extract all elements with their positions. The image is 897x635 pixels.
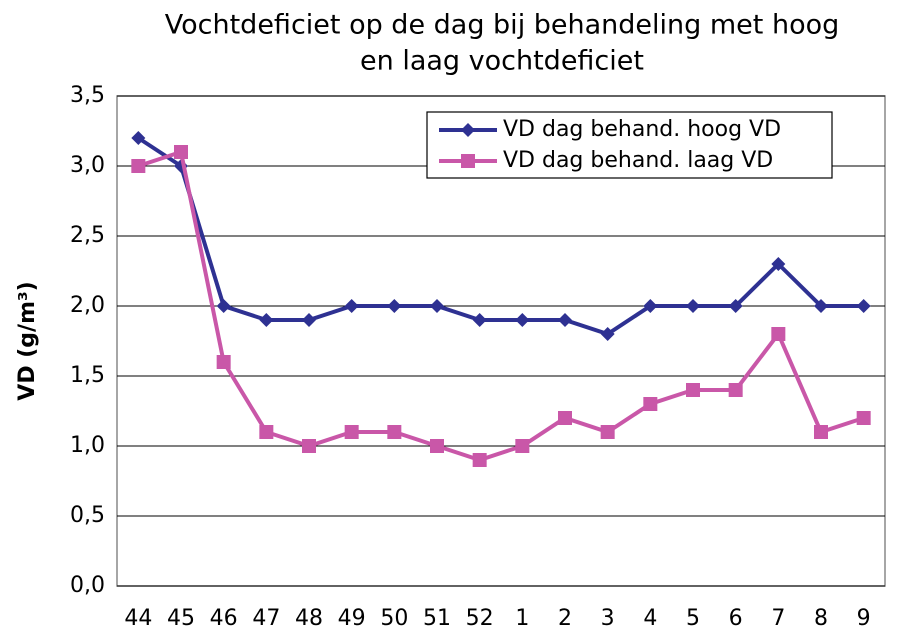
point <box>728 383 743 397</box>
chart-title: en laag vochtdeficiet <box>360 46 644 77</box>
point <box>131 131 146 145</box>
point <box>515 439 530 453</box>
point <box>771 327 786 341</box>
x-tick-label: 2 <box>558 606 572 631</box>
y-tick-label: 2,5 <box>70 223 105 248</box>
point <box>387 425 402 439</box>
x-tick-label: 8 <box>814 606 828 631</box>
chart-title: Vochtdeficiet op de dag bij behandeling … <box>165 10 840 41</box>
x-tick-label: 49 <box>338 606 366 631</box>
legend-marker <box>461 123 475 137</box>
y-tick-label: 2,0 <box>70 293 105 318</box>
legend-label: VD dag behand. hoog VD <box>503 117 781 142</box>
point <box>856 299 871 313</box>
x-tick-label: 52 <box>466 606 494 631</box>
x-tick-label: 5 <box>686 606 700 631</box>
x-tick-label: 44 <box>124 606 152 631</box>
x-tick-label: 6 <box>729 606 743 631</box>
point <box>430 439 444 453</box>
x-tick-label: 51 <box>423 606 451 631</box>
x-tick-label: 4 <box>643 606 657 631</box>
point <box>131 159 146 173</box>
y-tick-label: 1,0 <box>70 433 105 458</box>
series-line <box>137 136 864 337</box>
y-axis-label: VD (g/m³) <box>15 281 40 400</box>
point <box>259 425 274 439</box>
x-tick-label: 9 <box>857 606 871 631</box>
x-tick-label: 47 <box>252 606 280 631</box>
point <box>216 299 231 313</box>
x-tick-label: 48 <box>295 606 323 631</box>
point <box>643 299 658 313</box>
point <box>216 355 231 369</box>
x-tick-label: 46 <box>210 606 238 631</box>
point <box>558 411 572 425</box>
x-tick-label: 45 <box>167 606 195 631</box>
point <box>472 313 487 327</box>
point <box>515 313 530 327</box>
x-tick-label: 3 <box>601 606 615 631</box>
y-tick-label: 3,0 <box>70 153 105 178</box>
y-tick-label: 3,5 <box>70 83 105 108</box>
point <box>686 299 700 313</box>
x-tick-label: 50 <box>380 606 408 631</box>
point <box>344 425 359 439</box>
point <box>344 299 359 313</box>
point <box>430 299 444 313</box>
x-tick-label: 7 <box>771 606 785 631</box>
point <box>814 299 828 313</box>
point <box>728 299 743 313</box>
y-tick-label: 0,5 <box>70 503 105 528</box>
legend <box>426 111 833 179</box>
x-tick-label: 1 <box>515 606 529 631</box>
point <box>302 439 316 453</box>
point <box>302 313 316 327</box>
point <box>558 313 572 327</box>
point <box>643 397 658 411</box>
point <box>686 383 700 397</box>
y-tick-label: 1,5 <box>70 363 105 388</box>
point <box>387 299 402 313</box>
point <box>472 453 487 467</box>
point <box>856 411 871 425</box>
y-tick-label: 0,0 <box>70 573 105 598</box>
series-line <box>137 149 865 463</box>
point <box>771 257 786 271</box>
legend-marker <box>461 154 475 168</box>
point <box>259 313 274 327</box>
point <box>174 145 188 159</box>
point <box>814 425 828 439</box>
point <box>600 425 615 439</box>
point <box>600 327 615 341</box>
legend-label: VD dag behand. laag VD <box>503 148 773 173</box>
